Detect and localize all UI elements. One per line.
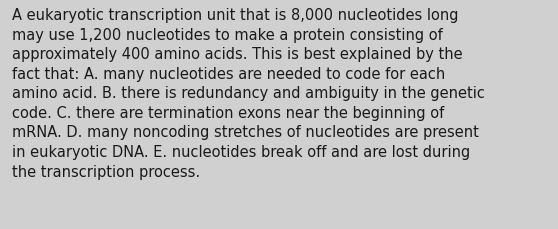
Text: A eukaryotic transcription unit that is 8,000 nucleotides long
may use 1,200 nuc: A eukaryotic transcription unit that is … bbox=[12, 8, 485, 179]
